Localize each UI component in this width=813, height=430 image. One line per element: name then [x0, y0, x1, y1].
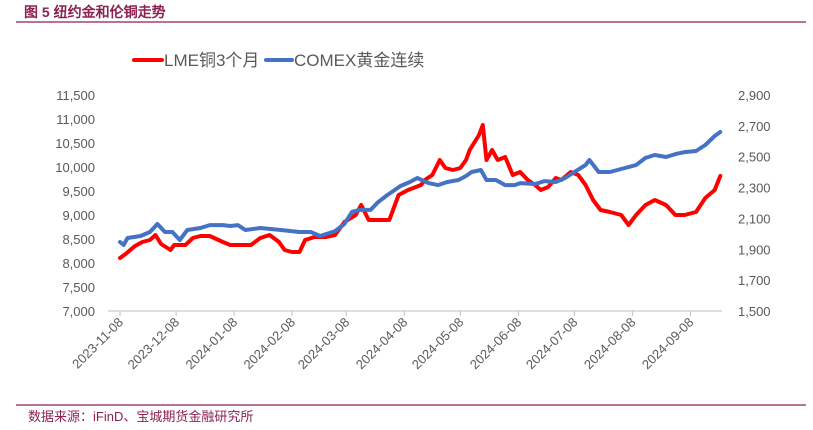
- left-tick-label: 10,000: [55, 160, 95, 175]
- left-tick-label: 8,500: [62, 232, 95, 247]
- series-line-lme-copper: [118, 123, 723, 260]
- left-tick-label: 7,500: [62, 280, 95, 295]
- right-tick-label: 1,700: [738, 273, 771, 288]
- x-tick-label: 2024-06-08: [467, 315, 525, 373]
- x-tick-label: 2024-02-08: [241, 315, 299, 373]
- x-tick-label: 2024-09-08: [639, 315, 697, 373]
- chart-title: 图 5 纽约金和伦铜走势: [24, 4, 166, 20]
- left-tick-label: 11,000: [56, 112, 95, 127]
- source-note: 数据来源：iFinD、宝城期货金融研究所: [28, 409, 253, 424]
- x-tick-label: 2024-05-08: [409, 315, 467, 373]
- x-tick-label: 2024-04-08: [353, 315, 411, 373]
- legend-label-copper: LME铜3个月: [164, 51, 259, 70]
- left-tick-label: 11,500: [56, 88, 95, 103]
- right-tick-label: 2,900: [738, 88, 771, 103]
- right-tick-label: 1,900: [738, 242, 771, 257]
- left-tick-label: 10,500: [55, 136, 95, 151]
- left-tick-label: 7,000: [62, 304, 95, 319]
- x-tick-label: 2023-11-08: [69, 315, 126, 372]
- right-tick-label: 2,500: [738, 150, 771, 165]
- x-tick-label: 2023-12-08: [125, 315, 183, 373]
- x-tick-label: 2024-08-08: [581, 315, 639, 373]
- right-tick-label: 2,100: [738, 211, 771, 226]
- x-tick-label: 2024-03-08: [295, 315, 353, 373]
- left-tick-label: 8,000: [62, 256, 95, 271]
- x-tick-label: 2024-07-08: [523, 315, 581, 373]
- legend-label-gold: COMEX黄金连续: [294, 51, 424, 70]
- left-tick-label: 9,500: [62, 184, 95, 199]
- series-line-comex-gold: [118, 130, 723, 247]
- legend: LME铜3个月 COMEX黄金连续: [132, 51, 424, 70]
- x-tick-label: 2024-01-08: [183, 315, 241, 373]
- left-tick-label: 9,000: [62, 208, 95, 223]
- right-tick-label: 2,700: [738, 119, 771, 134]
- right-tick-label: 1,500: [738, 304, 771, 319]
- right-tick-label: 2,300: [738, 181, 771, 196]
